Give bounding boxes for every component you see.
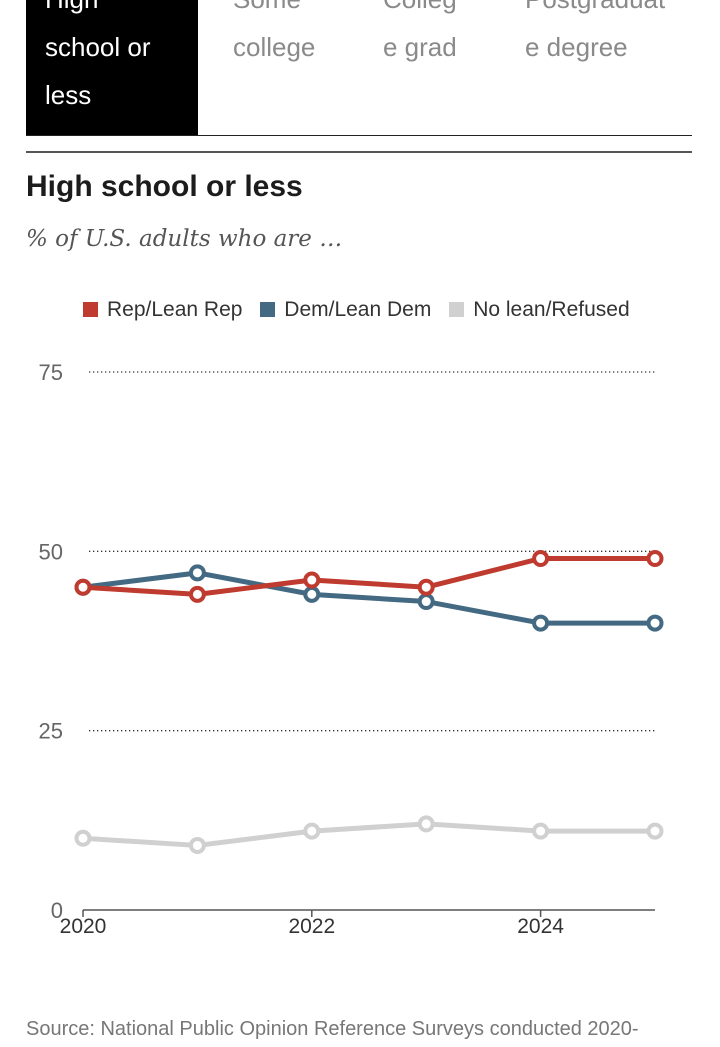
legend-label-no-lean: No lean/Refused — [473, 298, 630, 321]
data-point-no-lean-refused — [532, 822, 550, 840]
data-point-no-lean-refused — [74, 829, 92, 847]
data-point-no-lean-refused — [188, 836, 206, 854]
x-tick-label: 2022 — [288, 915, 335, 938]
tab-label: Postgraduate degree — [525, 0, 665, 62]
legend-swatch-dem — [260, 302, 276, 317]
source-note: Source: National Public Opinion Referenc… — [26, 1018, 639, 1040]
tab-label: Some college — [233, 0, 316, 62]
tab-label: College grad — [383, 0, 457, 62]
legend-swatch-rep — [83, 302, 98, 317]
y-tick-label: 0 — [51, 898, 63, 923]
data-point-dem-lean-dem — [646, 614, 664, 632]
divider — [26, 151, 692, 153]
chart-legend: Rep/Lean Rep Dem/Lean Dem No lean/Refuse… — [83, 298, 642, 322]
legend-label-dem: Dem/Lean Dem — [284, 298, 432, 321]
tab-label: High school or less — [45, 0, 151, 110]
tab-bar: High school or less Some college College… — [26, 0, 692, 136]
legend-label-rep: Rep/Lean Rep — [107, 298, 243, 321]
series-line-rep-lean-rep — [80, 556, 658, 597]
legend-item-dem: Dem/Lean Dem — [260, 298, 431, 322]
x-tick-label: 2020 — [60, 915, 107, 938]
data-point-dem-lean-dem — [188, 564, 206, 582]
legend-item-no-lean: No lean/Refused — [449, 298, 630, 322]
series-line-no-lean-refused — [80, 821, 658, 848]
data-point-rep-lean-rep — [532, 550, 550, 568]
data-point-no-lean-refused — [417, 815, 435, 833]
y-tick-label: 50 — [39, 539, 63, 564]
data-point-rep-lean-rep — [188, 585, 206, 603]
data-point-rep-lean-rep — [74, 578, 92, 596]
data-point-no-lean-refused — [303, 822, 321, 840]
series-line-dem-lean-dem — [80, 570, 658, 626]
tab-high-school-or-less[interactable]: High school or less — [26, 0, 198, 135]
tab-college-grad[interactable]: College grad — [364, 0, 494, 135]
data-point-dem-lean-dem — [532, 614, 550, 632]
tab-postgraduate-degree[interactable]: Postgraduate degree — [506, 0, 692, 135]
y-tick-label: 25 — [39, 719, 63, 744]
y-tick-label: 75 — [39, 360, 63, 385]
chart-subtitle: % of U.S. adults who are … — [26, 226, 343, 252]
data-point-dem-lean-dem — [417, 593, 435, 611]
data-point-dem-lean-dem — [303, 585, 321, 603]
line-chart: 0 25 50 75 2020 2022 2024 — [39, 360, 664, 938]
data-point-no-lean-refused — [646, 822, 664, 840]
data-point-rep-lean-rep — [417, 578, 435, 596]
data-point-rep-lean-rep — [303, 571, 321, 589]
x-tick-label: 2024 — [517, 915, 564, 938]
legend-swatch-no-lean — [449, 302, 465, 317]
chart-title: High school or less — [26, 170, 303, 203]
tab-some-college[interactable]: Some college — [214, 0, 354, 135]
data-point-rep-lean-rep — [646, 550, 664, 568]
legend-item-rep: Rep/Lean Rep — [83, 298, 242, 322]
